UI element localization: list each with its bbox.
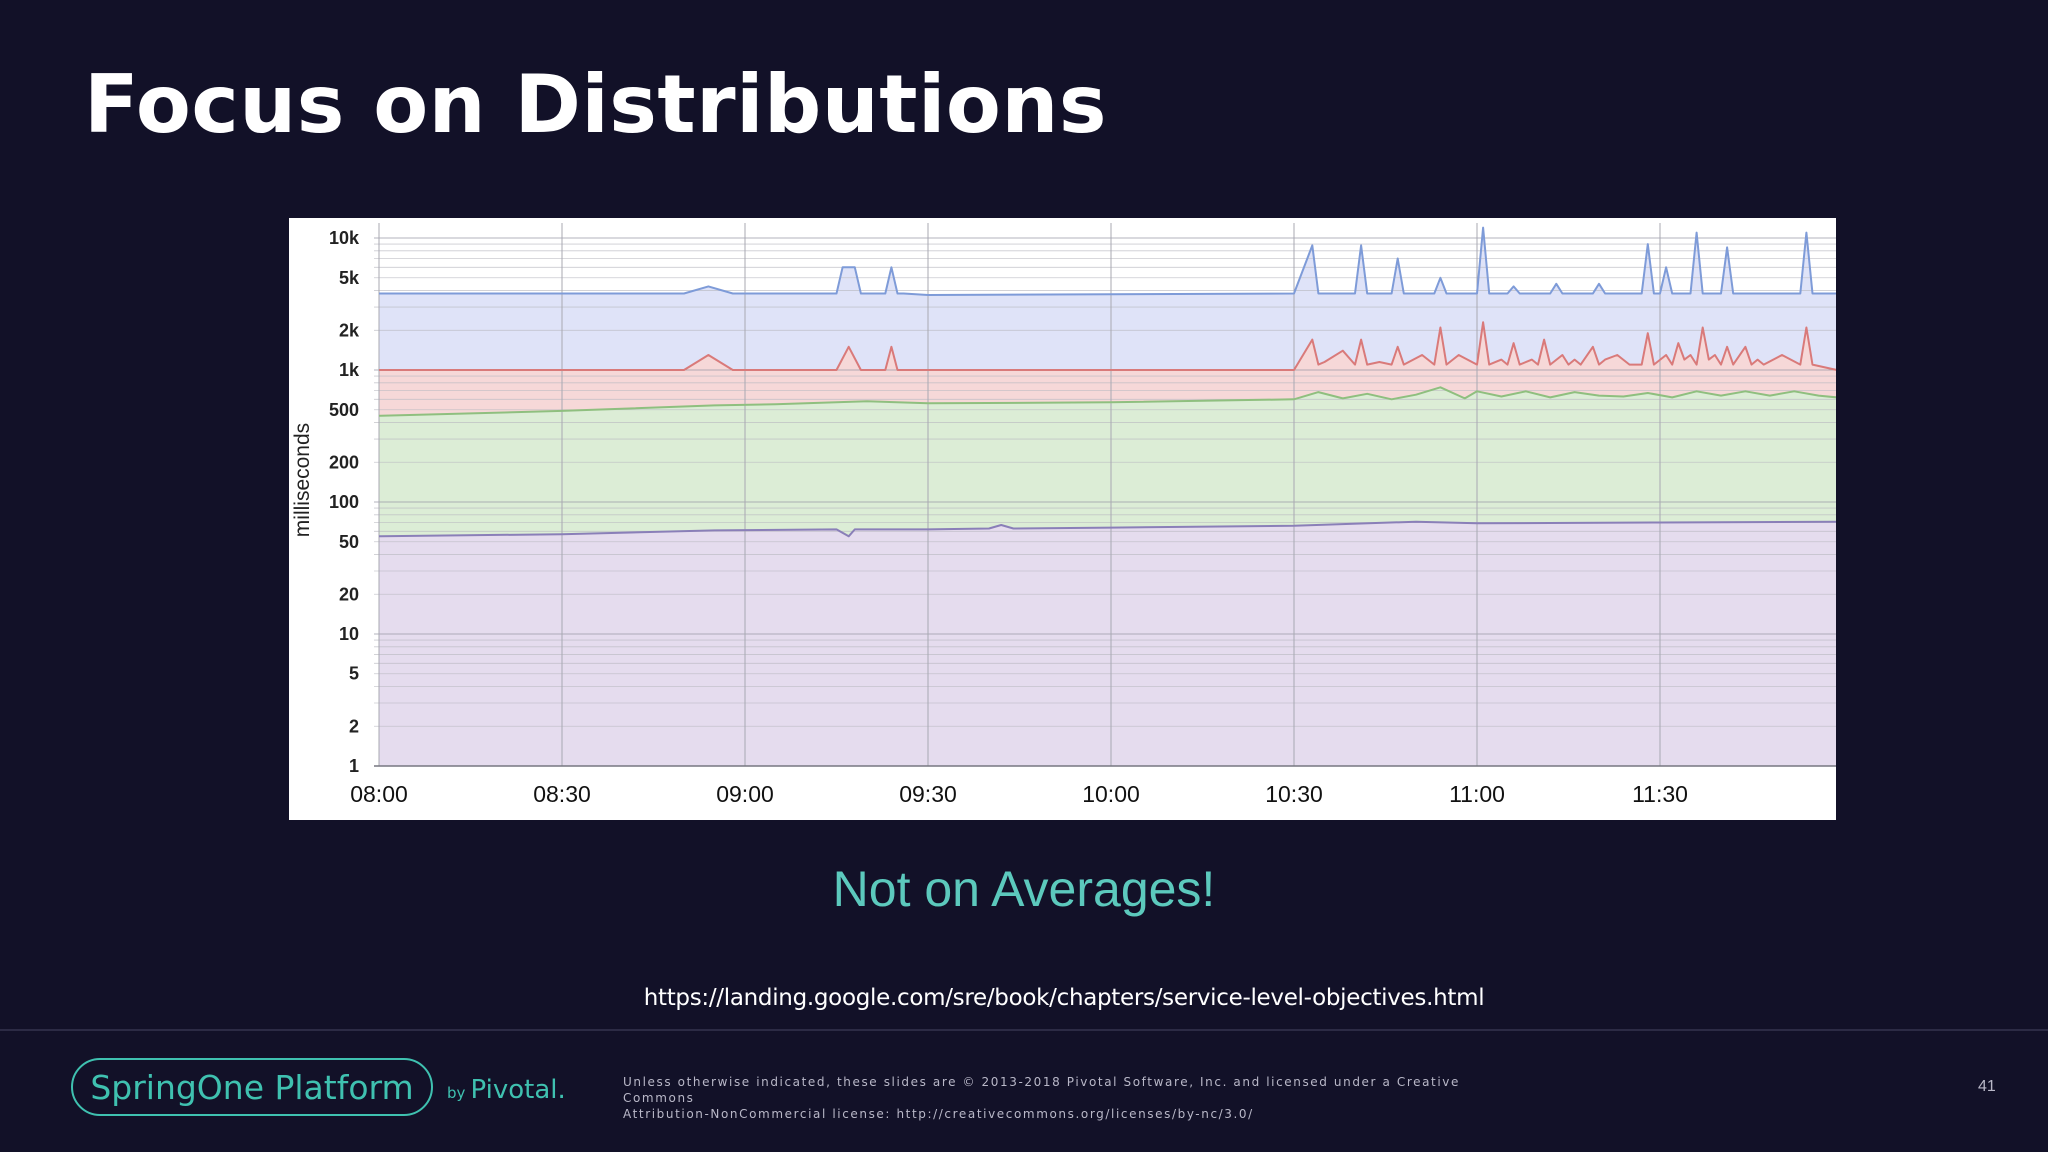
page-number: 41 — [1978, 1078, 1996, 1095]
series-3-line — [378, 386, 1836, 417]
x-tick-label: 10:00 — [1082, 781, 1140, 807]
y-tick-label: 5k — [339, 268, 360, 288]
x-tick-label: 08:30 — [533, 781, 591, 807]
pivotal-byline: by Pivotal. — [447, 1075, 566, 1105]
series-2-line — [379, 321, 1836, 371]
y-tick-label: 1 — [349, 756, 359, 776]
y-tick-label: 10 — [339, 624, 359, 644]
slide-subtitle: Not on Averages! — [832, 861, 1216, 917]
y-tick-label: 20 — [339, 584, 359, 604]
legal-line-2: Attribution-NonCommercial license: http:… — [623, 1107, 1254, 1121]
source-link[interactable]: https://landing.google.com/sre/book/chap… — [643, 985, 1485, 1011]
y-tick-label: 1k — [339, 360, 360, 380]
pivotal-text: Pivotal. — [470, 1075, 566, 1105]
latency-chart: 10k 5k 2k 1k 500 200 100 50 20 10 5 2 1 08:00 08:30 09:… — [289, 218, 1836, 820]
springone-logo: SpringOne Platform — [71, 1058, 433, 1116]
series-4-line — [378, 520, 1836, 538]
slide-title: Focus on Distributions — [84, 58, 1107, 151]
legal-notice: Unless otherwise indicated, these slides… — [623, 1074, 1523, 1122]
y-tick-label: 50 — [339, 532, 359, 552]
series-1-line — [379, 226, 1836, 296]
by-text: by — [447, 1084, 466, 1102]
y-tick-label: 200 — [329, 452, 359, 472]
y-tick-label: 500 — [329, 400, 359, 420]
latency-chart-svg: 10k 5k 2k 1k 500 200 100 50 20 10 5 2 1 08:00 08:30 09:… — [291, 223, 1836, 807]
y-axis-label: milliseconds — [291, 423, 314, 537]
y-tick-label: 100 — [329, 492, 359, 512]
y-tick-label: 2k — [339, 320, 360, 340]
logo-text: SpringOne Platform — [90, 1067, 414, 1107]
x-tick-label: 10:30 — [1265, 781, 1323, 807]
y-tick-label: 5 — [349, 664, 359, 684]
footer-divider — [0, 1029, 2048, 1031]
y-tick-label: 2 — [349, 716, 359, 736]
x-tick-label: 11:00 — [1449, 781, 1505, 807]
x-tick-label: 11:30 — [1632, 781, 1688, 807]
legal-line-1: Unless otherwise indicated, these slides… — [623, 1075, 1460, 1105]
series-4-area — [379, 521, 1836, 766]
y-tick-label: 10k — [329, 228, 360, 248]
x-tick-label: 09:00 — [716, 781, 774, 807]
x-tick-label: 08:00 — [350, 781, 408, 807]
x-tick-label: 09:30 — [899, 781, 957, 807]
